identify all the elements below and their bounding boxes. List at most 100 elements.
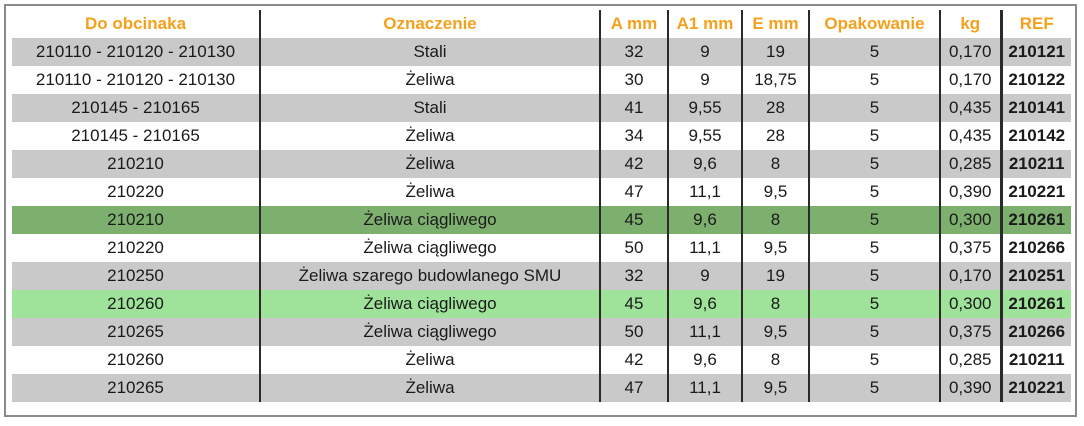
cell-a-mm: 47: [599, 374, 668, 402]
column-header-kg: kg: [939, 10, 1001, 38]
cell-a-mm: 41: [599, 94, 668, 122]
cell-ref: 210261: [999, 290, 1071, 318]
cell-a1-mm: 9,55: [667, 122, 742, 150]
cell-a-mm: 47: [599, 178, 668, 206]
cell-opakowanie: 5: [808, 346, 940, 374]
column-header-ref: REF: [999, 10, 1071, 38]
cell-ref: 210251: [999, 262, 1071, 290]
cell-ref: 210266: [999, 318, 1071, 346]
cell-kg: 0,435: [939, 94, 1001, 122]
cell-do-obcinaka: 210110 - 210120 - 210130: [12, 38, 260, 66]
cell-e-mm: 9,5: [741, 178, 809, 206]
cell-a-mm: 42: [599, 346, 668, 374]
cell-a-mm: 30: [599, 66, 668, 94]
cell-oznaczenie: Stali: [259, 94, 600, 122]
table-row: 210110 - 210120 - 210130 Żeliwa 30 9 18,75 5 0…: [12, 66, 1071, 94]
cell-opakowanie: 5: [808, 262, 940, 290]
cell-e-mm: 19: [741, 262, 809, 290]
cell-oznaczenie: Stali: [259, 38, 600, 66]
cell-kg: 0,170: [939, 66, 1001, 94]
cell-do-obcinaka: 210220: [12, 234, 260, 262]
cell-opakowanie: 5: [808, 374, 940, 402]
column-header-a1-mm: A1 mm: [667, 10, 742, 38]
cell-e-mm: 9,5: [741, 374, 809, 402]
cell-do-obcinaka: 210265: [12, 318, 260, 346]
cell-do-obcinaka: 210145 - 210165: [12, 94, 260, 122]
cell-a1-mm: 11,1: [667, 318, 742, 346]
table-row: 210145 - 210165 Stali 41 9,55 28 5 0,435 210141: [12, 94, 1071, 122]
cell-opakowanie: 5: [808, 150, 940, 178]
cell-oznaczenie: Żeliwa ciągliwego: [259, 290, 600, 318]
cell-ref: 210211: [999, 346, 1071, 374]
cell-e-mm: 28: [741, 94, 809, 122]
cell-opakowanie: 5: [808, 234, 940, 262]
cell-do-obcinaka: 210110 - 210120 - 210130: [12, 66, 260, 94]
table-row: 210260 Żeliwa 42 9,6 8 5 0,285 210211: [12, 346, 1071, 374]
cell-do-obcinaka: 210250: [12, 262, 260, 290]
column-header-e-mm: E mm: [741, 10, 809, 38]
cell-e-mm: 8: [741, 150, 809, 178]
cell-do-obcinaka: 210260: [12, 290, 260, 318]
cell-kg: 0,285: [939, 150, 1001, 178]
table-row: 210250 Żeliwa szarego budowlanego SMU 32 9 1…: [12, 262, 1071, 290]
cell-opakowanie: 5: [808, 66, 940, 94]
cell-opakowanie: 5: [808, 178, 940, 206]
table-row: 210210 Żeliwa 42 9,6 8 5 0,285 210211: [12, 150, 1071, 178]
cell-oznaczenie: Żeliwa: [259, 178, 600, 206]
cell-kg: 0,435: [939, 122, 1001, 150]
cell-oznaczenie: Żeliwa ciągliwego: [259, 234, 600, 262]
cell-e-mm: 18,75: [741, 66, 809, 94]
cell-a1-mm: 9,6: [667, 206, 742, 234]
cell-ref: 210141: [999, 94, 1071, 122]
cell-do-obcinaka: 210145 - 210165: [12, 122, 260, 150]
cell-opakowanie: 5: [808, 318, 940, 346]
cell-a-mm: 45: [599, 290, 668, 318]
cell-e-mm: 9,5: [741, 318, 809, 346]
cell-e-mm: 8: [741, 206, 809, 234]
table-row: 210265 Żeliwa ciągliwego 50 11,1 9,5 5 0,375 21…: [12, 318, 1071, 346]
cell-e-mm: 8: [741, 346, 809, 374]
cell-a1-mm: 9: [667, 66, 742, 94]
table-frame: [4, 4, 1077, 417]
cell-opakowanie: 5: [808, 94, 940, 122]
cell-do-obcinaka: 210220: [12, 178, 260, 206]
cell-a-mm: 50: [599, 318, 668, 346]
cell-opakowanie: 5: [808, 290, 940, 318]
cell-ref: 210121: [999, 38, 1071, 66]
cell-oznaczenie: Żeliwa: [259, 150, 600, 178]
cell-a1-mm: 11,1: [667, 374, 742, 402]
product-spec-table: Do obcinaka Oznaczenie A mm A1 mm E mm O…: [12, 10, 1071, 402]
cell-a-mm: 50: [599, 234, 668, 262]
cell-e-mm: 8: [741, 290, 809, 318]
column-header-oznaczenie: Oznaczenie: [259, 10, 600, 38]
cell-a1-mm: 11,1: [667, 234, 742, 262]
cell-opakowanie: 5: [808, 38, 940, 66]
cell-kg: 0,375: [939, 234, 1001, 262]
cell-a-mm: 42: [599, 150, 668, 178]
cell-ref: 210221: [999, 178, 1071, 206]
cell-kg: 0,300: [939, 290, 1001, 318]
cell-a1-mm: 9,6: [667, 290, 742, 318]
cell-kg: 0,170: [939, 262, 1001, 290]
cell-ref: 210221: [999, 374, 1071, 402]
cell-do-obcinaka: 210210: [12, 150, 260, 178]
table-row: 210220 Żeliwa 47 11,1 9,5 5 0,390 210221: [12, 178, 1071, 206]
cell-oznaczenie: Żeliwa: [259, 346, 600, 374]
cell-a-mm: 32: [599, 38, 668, 66]
cell-kg: 0,300: [939, 206, 1001, 234]
cell-kg: 0,390: [939, 374, 1001, 402]
table-row: 210265 Żeliwa 47 11,1 9,5 5 0,390 210221: [12, 374, 1071, 402]
cell-kg: 0,170: [939, 38, 1001, 66]
cell-a1-mm: 11,1: [667, 178, 742, 206]
cell-do-obcinaka: 210265: [12, 374, 260, 402]
cell-a1-mm: 9: [667, 38, 742, 66]
cell-a1-mm: 9,6: [667, 150, 742, 178]
cell-do-obcinaka: 210210: [12, 206, 260, 234]
cell-ref: 210261: [999, 206, 1071, 234]
cell-kg: 0,285: [939, 346, 1001, 374]
cell-opakowanie: 5: [808, 206, 940, 234]
cell-e-mm: 19: [741, 38, 809, 66]
cell-ref: 210211: [999, 150, 1071, 178]
cell-a1-mm: 9,55: [667, 94, 742, 122]
cell-oznaczenie: Żeliwa ciągliwego: [259, 318, 600, 346]
